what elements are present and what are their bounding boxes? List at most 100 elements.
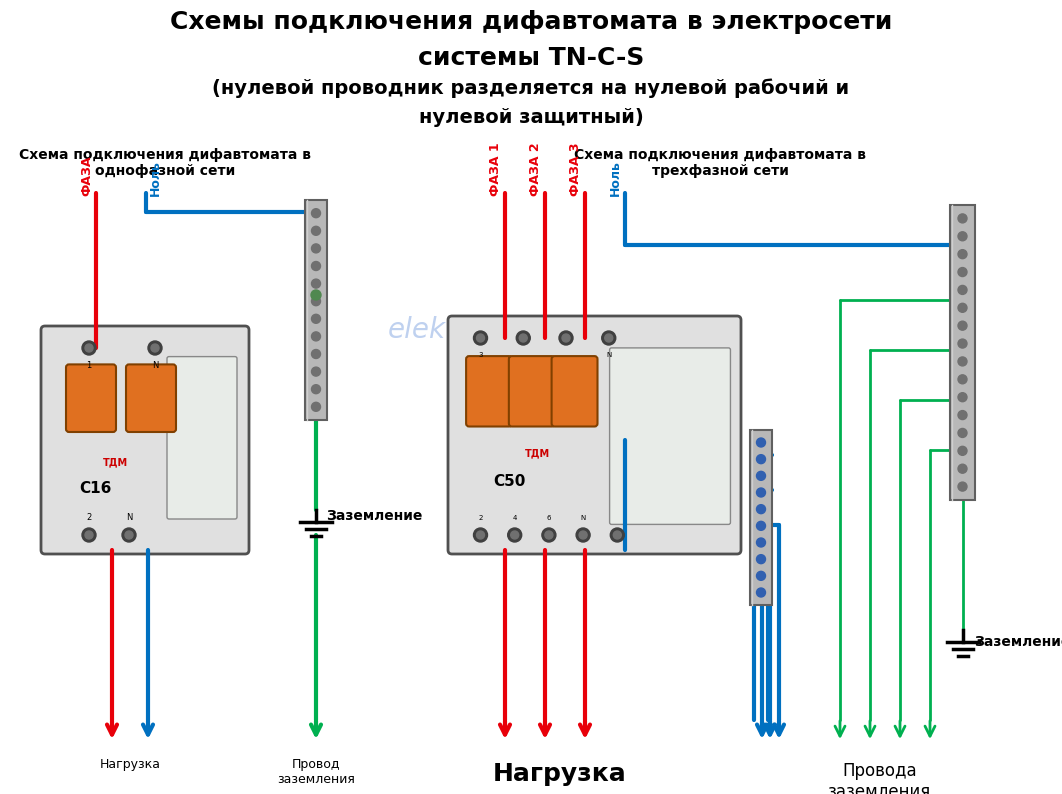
Circle shape — [311, 226, 321, 235]
Text: Провода
заземления: Провода заземления — [828, 762, 931, 794]
Circle shape — [477, 334, 484, 342]
Text: Заземление: Заземление — [326, 509, 423, 523]
Text: нулевой защитный): нулевой защитный) — [418, 108, 644, 127]
Circle shape — [958, 303, 967, 312]
Circle shape — [311, 332, 321, 341]
Circle shape — [85, 344, 93, 352]
Circle shape — [311, 290, 321, 300]
Circle shape — [958, 375, 967, 384]
Circle shape — [958, 393, 967, 402]
Circle shape — [756, 455, 766, 464]
Circle shape — [474, 528, 487, 542]
Circle shape — [311, 244, 321, 253]
Circle shape — [756, 505, 766, 514]
Circle shape — [82, 528, 96, 542]
Circle shape — [958, 357, 967, 366]
Circle shape — [508, 528, 521, 542]
Circle shape — [311, 279, 321, 288]
FancyBboxPatch shape — [466, 356, 512, 426]
Text: Нагрузка: Нагрузка — [100, 758, 160, 771]
Text: Ноль: Ноль — [609, 160, 622, 196]
Text: N: N — [606, 352, 612, 358]
Text: ТДМ: ТДМ — [525, 449, 550, 458]
Text: системы TN-C-S: системы TN-C-S — [417, 46, 645, 70]
Text: ФАЗА 3: ФАЗА 3 — [569, 142, 582, 196]
Circle shape — [82, 341, 96, 355]
Circle shape — [311, 297, 321, 306]
Circle shape — [958, 268, 967, 276]
Circle shape — [958, 214, 967, 223]
Circle shape — [602, 331, 616, 345]
Circle shape — [604, 334, 613, 342]
Text: 2: 2 — [86, 514, 91, 522]
Text: Схемы подключения дифавтомата в электросети: Схемы подключения дифавтомата в электрос… — [170, 10, 892, 34]
Text: 4: 4 — [513, 515, 517, 521]
Circle shape — [474, 331, 487, 345]
Circle shape — [756, 572, 766, 580]
Circle shape — [958, 322, 967, 330]
Circle shape — [576, 528, 590, 542]
Circle shape — [545, 531, 553, 539]
Text: (нулевой проводник разделяется на нулевой рабочий и: (нулевой проводник разделяется на нулево… — [212, 78, 850, 98]
Text: N: N — [125, 514, 132, 522]
Circle shape — [122, 528, 136, 542]
Circle shape — [613, 531, 621, 539]
Circle shape — [85, 531, 93, 539]
Circle shape — [958, 410, 967, 419]
Bar — [305, 200, 327, 420]
Text: N: N — [152, 360, 158, 369]
Text: N: N — [581, 515, 586, 521]
Circle shape — [151, 344, 159, 352]
Text: Нагрузка: Нагрузка — [493, 762, 627, 786]
Text: 1: 1 — [86, 360, 91, 369]
FancyBboxPatch shape — [41, 326, 249, 554]
Text: elektroshkola.ru: elektroshkola.ru — [388, 316, 613, 344]
Bar — [950, 205, 975, 500]
FancyBboxPatch shape — [66, 364, 116, 432]
Circle shape — [611, 528, 624, 542]
Circle shape — [311, 385, 321, 394]
Circle shape — [756, 438, 766, 447]
Text: ФАЗА 1: ФАЗА 1 — [489, 142, 502, 196]
Circle shape — [311, 403, 321, 411]
FancyBboxPatch shape — [126, 364, 176, 432]
Circle shape — [311, 261, 321, 271]
FancyBboxPatch shape — [167, 357, 237, 519]
Circle shape — [511, 531, 518, 539]
Circle shape — [311, 367, 321, 376]
Circle shape — [559, 331, 573, 345]
Circle shape — [958, 429, 967, 437]
Circle shape — [311, 349, 321, 359]
Text: Заземление: Заземление — [975, 635, 1062, 649]
Text: C16: C16 — [79, 481, 112, 496]
Circle shape — [958, 446, 967, 455]
Circle shape — [756, 472, 766, 480]
Circle shape — [542, 528, 555, 542]
Circle shape — [958, 482, 967, 491]
Circle shape — [311, 314, 321, 323]
Text: ФАЗА: ФАЗА — [80, 156, 93, 196]
Circle shape — [756, 555, 766, 564]
Circle shape — [516, 331, 530, 345]
Text: ТДМ: ТДМ — [102, 457, 127, 467]
Circle shape — [958, 339, 967, 348]
Circle shape — [756, 488, 766, 497]
Circle shape — [125, 531, 133, 539]
FancyBboxPatch shape — [551, 356, 598, 426]
Circle shape — [579, 531, 587, 539]
Circle shape — [519, 334, 527, 342]
Text: 3: 3 — [478, 352, 483, 358]
Text: ФАЗА 2: ФАЗА 2 — [529, 142, 542, 196]
Circle shape — [756, 538, 766, 547]
FancyBboxPatch shape — [509, 356, 554, 426]
Bar — [750, 430, 772, 605]
Circle shape — [756, 588, 766, 597]
Circle shape — [958, 285, 967, 295]
Circle shape — [562, 334, 570, 342]
Circle shape — [311, 209, 321, 218]
Text: Схема подключения дифавтомата в
трехфазной сети: Схема подключения дифавтомата в трехфазн… — [573, 148, 866, 178]
Text: Провод
заземления: Провод заземления — [277, 758, 355, 786]
Circle shape — [756, 522, 766, 530]
Text: C50: C50 — [493, 473, 526, 488]
FancyBboxPatch shape — [610, 348, 731, 524]
